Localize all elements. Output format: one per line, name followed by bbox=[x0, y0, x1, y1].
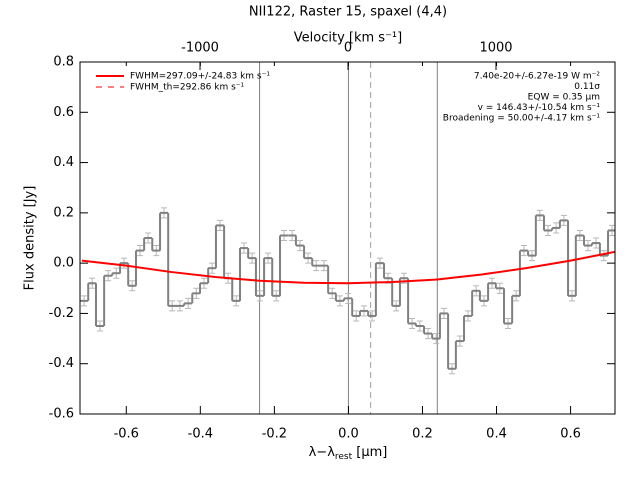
annotation: 7.40e-20+/-6.27e-19 W m⁻² bbox=[474, 72, 601, 82]
x-tick-label: -0.2 bbox=[262, 427, 287, 442]
x-label-sub: rest bbox=[335, 452, 353, 462]
x2-tick-label: -1000 bbox=[181, 41, 219, 56]
y-tick-label: 0.4 bbox=[53, 155, 74, 170]
x-tick-label: 0.6 bbox=[560, 427, 581, 442]
legend-label: FWHM=297.09+/-24.83 km s⁻¹ bbox=[130, 72, 270, 82]
y-tick-label: 0.6 bbox=[53, 105, 74, 120]
y-tick-label: 0.8 bbox=[53, 55, 74, 70]
annotation: Broadening = 50.00+/-4.17 km s⁻¹ bbox=[443, 114, 601, 124]
x2-tick-label: 0 bbox=[344, 41, 352, 56]
fit-curve bbox=[81, 250, 616, 285]
legend-label: FWHM_th=292.86 km s⁻¹ bbox=[130, 83, 245, 93]
y-tick-label: -0.4 bbox=[49, 356, 74, 371]
annotation: EQW = 0.35 μm bbox=[528, 93, 600, 103]
x-tick-label: 0.0 bbox=[338, 427, 359, 442]
x-axis-label: λ−λrest [μm] bbox=[309, 445, 388, 462]
y-tick-label: 0.0 bbox=[53, 256, 74, 271]
x-label-unit: [μm] bbox=[352, 445, 387, 460]
x-label-main: λ−λ bbox=[309, 445, 336, 460]
y-tick-label: 0.2 bbox=[53, 205, 74, 220]
y-tick-label: -0.6 bbox=[49, 407, 74, 422]
x-tick-label: 0.4 bbox=[486, 427, 507, 442]
x-tick-label: -0.4 bbox=[188, 427, 213, 442]
plot-frame bbox=[79, 61, 616, 415]
y-axis-label: Flux density [Jy] bbox=[23, 186, 38, 291]
x2-tick-label: 1000 bbox=[479, 41, 512, 56]
chart-title: NII122, Raster 15, spaxel (4,4) bbox=[249, 5, 447, 20]
y-tick-label: -0.2 bbox=[49, 306, 74, 321]
annotation: 0.11σ bbox=[574, 82, 600, 92]
x-tick-label: 0.2 bbox=[412, 427, 433, 442]
annotation: v = 146.43+/-10.54 km s⁻¹ bbox=[478, 103, 601, 113]
x2-axis-label: Velocity [km s⁻¹] bbox=[294, 31, 402, 46]
x-tick-label: -0.6 bbox=[114, 427, 139, 442]
